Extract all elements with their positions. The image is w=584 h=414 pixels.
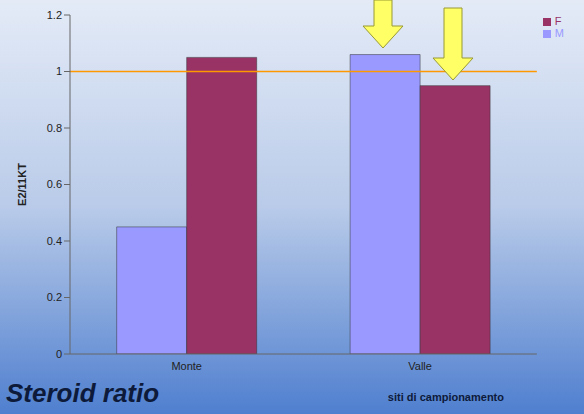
html-text:Steroid ratio: Steroid ratio xyxy=(6,378,160,408)
svg-text:0.8: 0.8 xyxy=(47,122,62,134)
html-text:F: F xyxy=(554,15,562,27)
svg-text:0: 0 xyxy=(56,348,62,360)
svg-text:Valle: Valle xyxy=(408,360,432,372)
svg-text:0.6: 0.6 xyxy=(47,178,62,190)
svg-text:0.4: 0.4 xyxy=(47,235,62,247)
svg-text:1: 1 xyxy=(56,65,62,77)
html-text:siti di campionamento: siti di campionamento xyxy=(387,391,504,403)
svg-text:0.2: 0.2 xyxy=(47,291,62,303)
html-text:M: M xyxy=(554,27,564,39)
svg-text:1.2: 1.2 xyxy=(47,9,62,21)
svg-text:Monte: Monte xyxy=(171,360,202,372)
svg-text:E2/11KT: E2/11KT xyxy=(16,163,28,206)
